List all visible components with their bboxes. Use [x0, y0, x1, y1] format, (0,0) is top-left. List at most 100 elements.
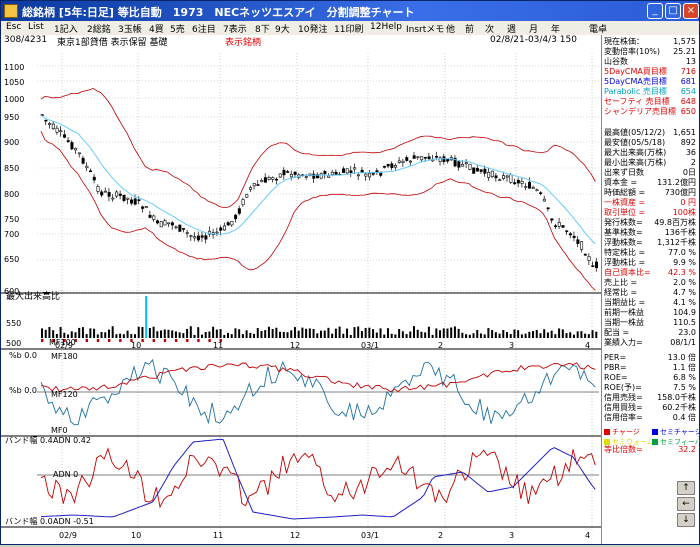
candle-body — [524, 186, 528, 188]
panel-label: 信用倍率= — [604, 413, 643, 422]
chart-area[interactable]: 1100 1000 1050 950 900 850 800 750 700 6… — [1, 47, 601, 544]
candle-body — [468, 163, 472, 170]
adn-label: ADN 0 — [53, 470, 78, 479]
menu-item-sell[interactable]: 5売 — [170, 25, 185, 35]
x-tick-bottom: 10 — [131, 531, 141, 540]
candle-body — [580, 241, 584, 250]
stock-chart[interactable]: 1100 1000 1050 950 900 850 800 750 700 6… — [1, 47, 601, 544]
candle-body — [85, 165, 89, 169]
legend-item: セミフィーバー — [652, 437, 700, 447]
volume-bar — [506, 332, 508, 338]
stat-row: 変動倍率(10%) 25.21 — [604, 47, 698, 57]
volume-bar — [308, 328, 311, 338]
menu-item-buy[interactable]: 4買 — [149, 25, 164, 35]
menu-item-watch[interactable]: 6注目 — [192, 25, 216, 35]
x-tick-top: 3 — [509, 341, 514, 350]
fundamental-row: 発行株数= 49.8百万株 — [604, 218, 698, 228]
candle-body — [278, 173, 282, 178]
menu-item-insert-memo[interactable]: Insrtメモ — [406, 25, 445, 35]
volume-bar — [130, 334, 133, 338]
x-tick-top: 10 — [131, 341, 141, 350]
menu-item-next[interactable]: 次 — [485, 25, 495, 35]
scroll-down-button[interactable]: ↓ — [677, 513, 695, 527]
volume-bar — [67, 334, 70, 338]
candle-body — [390, 163, 394, 169]
menu-item-week[interactable]: 週 — [507, 25, 517, 35]
valuation-row: ROE(予)= 7.5 % — [604, 383, 698, 393]
volume-bar — [327, 327, 330, 338]
volume-bar — [331, 333, 334, 338]
menu-item-order[interactable]: 10発注 — [298, 25, 328, 35]
volume-bar — [446, 328, 449, 338]
volume-bar — [379, 328, 382, 338]
volume-tick: 500 — [6, 339, 21, 348]
mf180-label: MF180 — [51, 352, 78, 361]
volume-bar — [372, 329, 375, 338]
band-width-line — [40, 438, 596, 520]
volume-bar — [513, 329, 516, 338]
menu-item-esc[interactable]: Esc — [6, 22, 22, 32]
menu-item-big[interactable]: 9大 — [275, 25, 290, 35]
menu-item-help[interactable]: 12Help — [370, 22, 402, 32]
menu-item-display[interactable]: 7表示 — [223, 25, 247, 35]
panel-label: セーフティ 売目標 — [604, 97, 670, 106]
fundamental-row: 基準株数= 136千株 — [604, 228, 698, 238]
volume-bar — [543, 329, 546, 338]
date-range: 02/8/21-03/4/3 150 — [490, 35, 577, 45]
fundamental-row: 一株資産 = 0 円 — [604, 198, 698, 208]
volume-bar — [171, 330, 174, 338]
scroll-left-button[interactable]: ← — [677, 497, 695, 511]
volume-bar — [141, 327, 144, 338]
maximize-button[interactable]: □ — [665, 3, 681, 19]
panel-label: 現在株価： — [604, 37, 644, 46]
panel-value: 104.9 — [673, 308, 696, 317]
menu-item-other[interactable]: 他 — [446, 25, 456, 35]
candle-body — [126, 197, 130, 200]
panel-value: 0日 — [682, 168, 696, 177]
volume-bar — [134, 334, 136, 338]
volume-bar — [253, 333, 256, 338]
volume-bar — [342, 333, 345, 338]
volume-bar — [119, 333, 122, 338]
menu-item-calculator[interactable]: 電卓 — [589, 25, 608, 35]
bollinger-lower-band — [40, 131, 596, 291]
volume-bar — [100, 332, 103, 338]
candle-body — [226, 222, 230, 226]
menu-item-all-stocks[interactable]: 2総銘 — [87, 25, 111, 35]
minimize-button[interactable]: _ — [647, 3, 663, 19]
panel-value: 0.4 倍 — [672, 413, 696, 422]
signal-marker — [119, 339, 122, 342]
volume-bar — [532, 331, 535, 338]
menu-item-list[interactable]: List — [28, 22, 44, 32]
panel-value: 650 — [680, 107, 696, 116]
panel-value: 681 — [680, 77, 696, 86]
candle-body — [107, 192, 111, 197]
menu-item-month[interactable]: 月 — [529, 25, 539, 35]
scroll-up-button[interactable]: ↑ — [677, 481, 695, 495]
panel-value: 36 — [685, 148, 696, 157]
menu-item-write[interactable]: 1記入 — [54, 25, 78, 35]
volume-bar — [78, 327, 81, 338]
signal-marker — [208, 339, 211, 342]
menu-item-position-book[interactable]: 3玉帳 — [118, 25, 142, 35]
menu-item-prev[interactable]: 前 — [465, 25, 475, 35]
menu-bar: Esc List 1記入 2総銘 3玉帳 4買 5売 6注目 7表示 8下 9大… — [1, 21, 699, 35]
volume-bar — [565, 333, 568, 338]
legend-item: セミウォーム — [604, 437, 654, 447]
candle-body — [304, 176, 308, 178]
panel-label: 最小出来高(万株) — [604, 158, 667, 167]
volume-bar — [41, 328, 43, 338]
candle-body — [74, 147, 78, 151]
menu-item-print[interactable]: 11印刷 — [334, 25, 364, 35]
candle-body — [546, 207, 550, 210]
candle-body — [81, 157, 85, 164]
menu-item-down[interactable]: 8下 — [255, 25, 270, 35]
close-button[interactable]: × — [683, 3, 699, 19]
candle-body — [583, 254, 587, 256]
legend-item: セミチャージ — [652, 427, 700, 437]
legend-label: セミウォーム — [612, 438, 654, 446]
fundamental-row: 当期益比 = 4.1 % — [604, 298, 698, 308]
signal-marker — [85, 339, 89, 342]
menu-item-year[interactable]: 年 — [551, 25, 561, 35]
